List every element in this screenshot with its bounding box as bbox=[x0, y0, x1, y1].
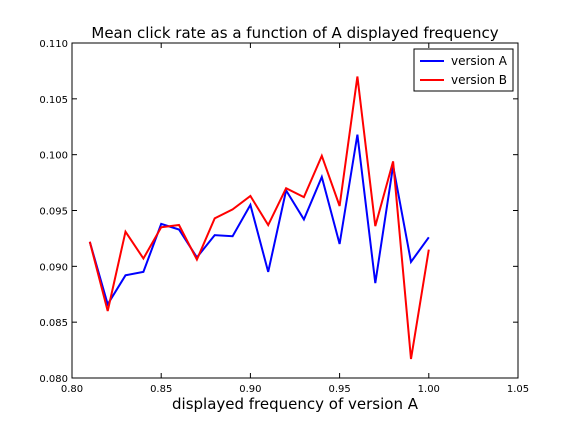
series-line-version-b bbox=[88, 76, 430, 360]
chart-title: Mean click rate as a function of A displ… bbox=[91, 24, 498, 42]
x-axis: 0.80 0.85 0.90 0.95 1.00 1.05 bbox=[61, 43, 529, 395]
y-tick-label: 0.095 bbox=[39, 207, 68, 218]
x-tick-label: 1.05 bbox=[507, 384, 529, 395]
y-axis: 0.080 0.085 0.090 0.095 0.100 0.105 0.110 bbox=[39, 39, 518, 385]
plot-frame bbox=[71, 42, 519, 379]
x-axis-label: displayed frequency of version A bbox=[172, 395, 419, 413]
x-tick-label: 0.95 bbox=[328, 384, 350, 395]
legend-label: version B bbox=[451, 73, 507, 87]
x-tick-label: 0.90 bbox=[239, 384, 261, 395]
x-tick-label: 0.85 bbox=[150, 384, 172, 395]
x-tick-label: 1.00 bbox=[418, 384, 440, 395]
y-tick-label: 0.090 bbox=[39, 262, 68, 273]
legend-label: version A bbox=[451, 54, 508, 68]
y-tick-label: 0.110 bbox=[39, 39, 68, 50]
legend-box bbox=[413, 48, 514, 92]
series-line-version-a bbox=[88, 134, 430, 307]
legend: version A version B bbox=[413, 48, 514, 92]
x-tick-label: 0.80 bbox=[61, 384, 83, 395]
y-tick-label: 0.100 bbox=[39, 151, 68, 162]
plot-area bbox=[71, 42, 519, 379]
y-tick-label: 0.105 bbox=[39, 95, 68, 106]
y-tick-label: 0.085 bbox=[39, 318, 68, 329]
series-lines bbox=[88, 76, 430, 360]
y-tick-label: 0.080 bbox=[39, 374, 68, 385]
